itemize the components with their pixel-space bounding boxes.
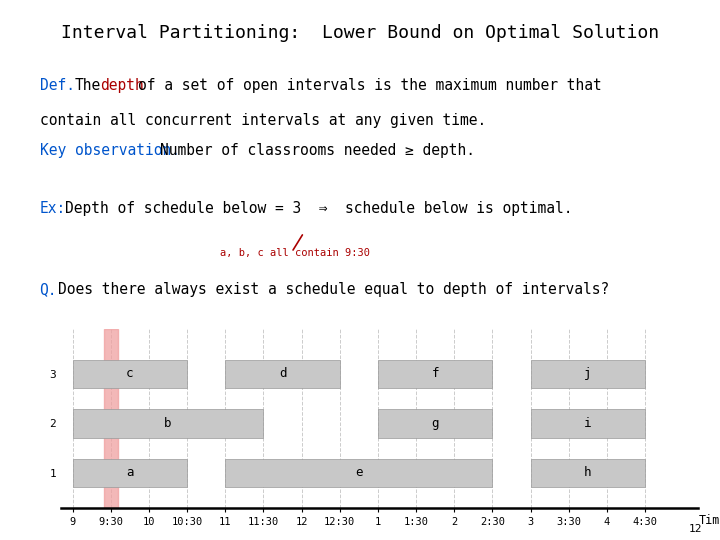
Text: a: a (126, 467, 134, 480)
Text: contain all concurrent intervals at any given time.: contain all concurrent intervals at any … (40, 113, 486, 129)
Bar (73, 409, 264, 438)
Text: d: d (279, 367, 287, 381)
Text: Ex:: Ex: (40, 201, 66, 216)
Text: Number of classrooms needed ≥ depth.: Number of classrooms needed ≥ depth. (160, 143, 475, 158)
Bar (378, 409, 492, 438)
Text: Time: Time (698, 514, 720, 526)
Bar (531, 409, 645, 438)
Text: of a set of open intervals is the maximum number that: of a set of open intervals is the maximu… (138, 78, 601, 93)
Text: c: c (126, 367, 134, 381)
Text: f: f (431, 367, 439, 381)
Bar (104, 329, 117, 508)
Text: Def.: Def. (40, 78, 75, 93)
Bar (73, 360, 187, 388)
Text: The: The (74, 78, 100, 93)
Text: 12: 12 (688, 523, 702, 534)
Text: i: i (584, 417, 592, 430)
Bar (225, 360, 340, 388)
Bar (73, 458, 187, 487)
Text: Key observation.: Key observation. (40, 143, 179, 158)
Text: Q.: Q. (40, 282, 57, 297)
Text: j: j (584, 367, 592, 381)
Text: depth: depth (100, 78, 144, 93)
Text: b: b (164, 417, 172, 430)
Text: h: h (584, 467, 592, 480)
Bar (531, 458, 645, 487)
Bar (225, 458, 492, 487)
Text: Interval Partitioning:  Lower Bound on Optimal Solution: Interval Partitioning: Lower Bound on Op… (61, 24, 659, 42)
Bar (378, 360, 492, 388)
Text: a, b, c all contain 9:30: a, b, c all contain 9:30 (220, 248, 370, 258)
Text: e: e (355, 467, 363, 480)
Text: Depth of schedule below = 3  ⇒  schedule below is optimal.: Depth of schedule below = 3 ⇒ schedule b… (65, 201, 572, 216)
Text: g: g (431, 417, 439, 430)
Text: Does there always exist a schedule equal to depth of intervals?: Does there always exist a schedule equal… (58, 282, 609, 297)
Bar (531, 360, 645, 388)
